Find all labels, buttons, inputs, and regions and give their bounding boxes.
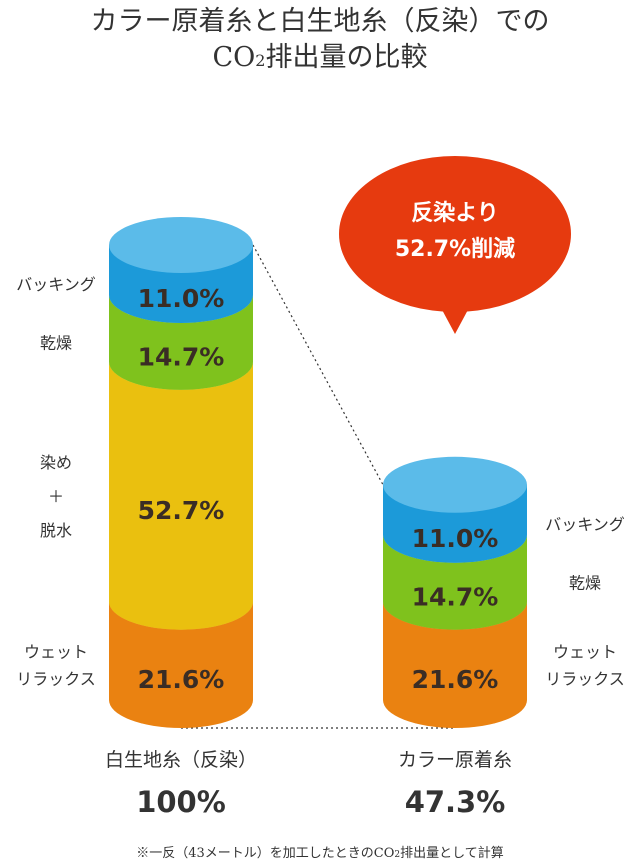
value-label-1-2: 14.7%	[412, 582, 499, 611]
category-label-1: カラー原着糸	[398, 749, 512, 771]
segment-top-0-3	[109, 217, 253, 273]
series-label-1-0-1: リラックス	[545, 669, 625, 688]
bubble-text-1: 52.7%削減	[395, 237, 515, 262]
series-label-1-2-0: 乾燥	[569, 573, 601, 592]
title-co: CO	[212, 42, 256, 73]
series-label-1-3-0: バッキング	[545, 515, 625, 534]
value-label-1-0: 21.6%	[412, 665, 499, 694]
bubble-tail	[440, 306, 470, 334]
segment-body-0-1	[109, 361, 253, 630]
title-rest: 排出量の比較	[265, 42, 428, 73]
segment-body-0-0	[109, 601, 253, 728]
title-subscript: 2	[255, 51, 266, 70]
value-label-0-3: 11.0%	[138, 284, 225, 313]
series-label-0-1-2: 脱水	[40, 521, 72, 540]
series-label-1-0-0: ウェット	[553, 642, 617, 661]
chart-title-line2: CO2排出量の比較	[0, 40, 640, 79]
value-label-0-2: 14.7%	[138, 342, 225, 371]
value-label-0-1: 52.7%	[138, 496, 225, 525]
chart-title-line1: カラー原着糸と白生地糸（反染）での	[90, 6, 550, 37]
connector-top-line	[252, 244, 384, 486]
segment-body-1-0	[383, 601, 527, 728]
value-label-1-3: 11.0%	[412, 524, 499, 553]
value-label-0-0: 21.6%	[138, 665, 225, 694]
bubble-shape	[339, 156, 571, 312]
category-label-0: 白生地糸（反染）	[105, 749, 257, 771]
series-label-0-2-0: 乾燥	[40, 333, 72, 352]
footnote: ※一反（43メートル）を加工したときのCO2排出量として計算	[136, 845, 504, 861]
series-label-0-0-0: ウェット	[24, 642, 88, 661]
series-label-0-1-1: ＋	[48, 487, 64, 506]
series-label-0-0-1: リラックス	[16, 669, 96, 688]
series-label-0-1-0: 染め	[40, 453, 72, 472]
segment-top-1-3	[383, 456, 527, 513]
total-label-0: 100%	[136, 785, 226, 819]
reduction-bubble: 反染より 52.7%削減	[339, 156, 571, 334]
total-label-1: 47.3%	[405, 785, 506, 819]
bubble-text-0: 反染より	[411, 200, 499, 226]
series-label-0-3-0: バッキング	[16, 275, 96, 294]
